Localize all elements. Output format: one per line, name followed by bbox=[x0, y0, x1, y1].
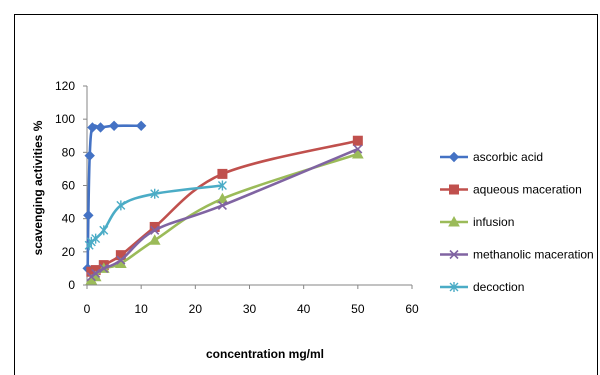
legend-item: aqueous maceration bbox=[440, 183, 582, 197]
y-tick-label: 100 bbox=[55, 112, 75, 126]
data-point bbox=[91, 233, 101, 244]
y-tick-label: 20 bbox=[62, 245, 76, 259]
legend-item: methanolic maceration bbox=[440, 248, 594, 262]
data-point bbox=[148, 234, 161, 245]
legend-label: infusion bbox=[473, 215, 514, 229]
data-point bbox=[83, 210, 94, 221]
legend-label: aqueous maceration bbox=[473, 183, 582, 197]
y-tick-label: 60 bbox=[62, 179, 76, 193]
series-methanolic-maceration bbox=[86, 144, 363, 282]
y-tick-label: 0 bbox=[68, 278, 75, 292]
data-point bbox=[217, 180, 227, 191]
x-tick-label: 0 bbox=[84, 302, 91, 316]
legend-marker bbox=[449, 282, 459, 292]
legend: ascorbic acid aqueous maceration infusion m… bbox=[440, 150, 594, 294]
y-tick-label: 40 bbox=[62, 212, 76, 226]
data-point bbox=[84, 150, 95, 161]
data-point bbox=[86, 236, 96, 247]
legend-marker bbox=[448, 215, 460, 227]
legend-label: ascorbic acid bbox=[473, 150, 543, 164]
series-aqueous-maceration bbox=[86, 135, 363, 277]
y-tick-label: 80 bbox=[62, 145, 76, 159]
data-point bbox=[135, 120, 147, 132]
x-tick-label: 10 bbox=[134, 302, 148, 316]
data-point bbox=[352, 135, 363, 146]
data-point bbox=[217, 168, 228, 179]
data-point bbox=[99, 263, 109, 273]
data-point bbox=[116, 255, 126, 265]
data-point bbox=[351, 147, 364, 159]
data-point bbox=[95, 122, 106, 133]
legend-marker bbox=[448, 151, 460, 163]
data-point bbox=[217, 200, 227, 210]
series-infusion bbox=[85, 147, 364, 285]
x-tick-label: 40 bbox=[297, 302, 311, 316]
data-point bbox=[99, 225, 109, 236]
legend-item: infusion bbox=[440, 215, 514, 229]
series-layer bbox=[82, 120, 364, 285]
legend-item: decoction bbox=[440, 280, 524, 294]
data-point bbox=[353, 144, 363, 154]
data-point bbox=[150, 225, 160, 235]
series-decoction bbox=[84, 180, 227, 251]
data-point bbox=[216, 192, 229, 204]
x-tick-label: 30 bbox=[243, 302, 257, 316]
x-axis-label: concentration mg/ml bbox=[206, 347, 324, 361]
series-line bbox=[90, 139, 359, 273]
data-point bbox=[87, 122, 98, 133]
legend-label: methanolic maceration bbox=[473, 248, 594, 262]
x-tick-label: 50 bbox=[351, 302, 365, 316]
legend-item: ascorbic acid bbox=[440, 150, 543, 164]
y-tick-label: 120 bbox=[55, 79, 75, 93]
x-tick-label: 60 bbox=[405, 302, 419, 316]
y-axis-label: scavenging activities % bbox=[31, 120, 45, 255]
axes: 0 20 40 60 80 100 120 0 10 20 30 40 50 60 bbox=[55, 79, 419, 316]
x-tick-label: 20 bbox=[189, 302, 203, 316]
data-point bbox=[150, 188, 160, 199]
data-point bbox=[108, 120, 120, 132]
legend-label: decoction bbox=[473, 280, 524, 294]
data-point bbox=[91, 268, 101, 278]
legend-marker bbox=[449, 249, 459, 260]
legend-marker bbox=[449, 184, 459, 195]
data-point bbox=[116, 200, 126, 211]
chart-frame bbox=[14, 14, 598, 375]
